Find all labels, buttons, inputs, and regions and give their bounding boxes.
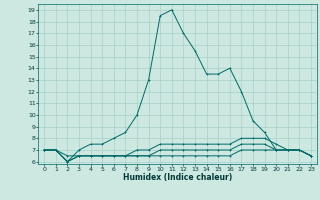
X-axis label: Humidex (Indice chaleur): Humidex (Indice chaleur) [123, 173, 232, 182]
